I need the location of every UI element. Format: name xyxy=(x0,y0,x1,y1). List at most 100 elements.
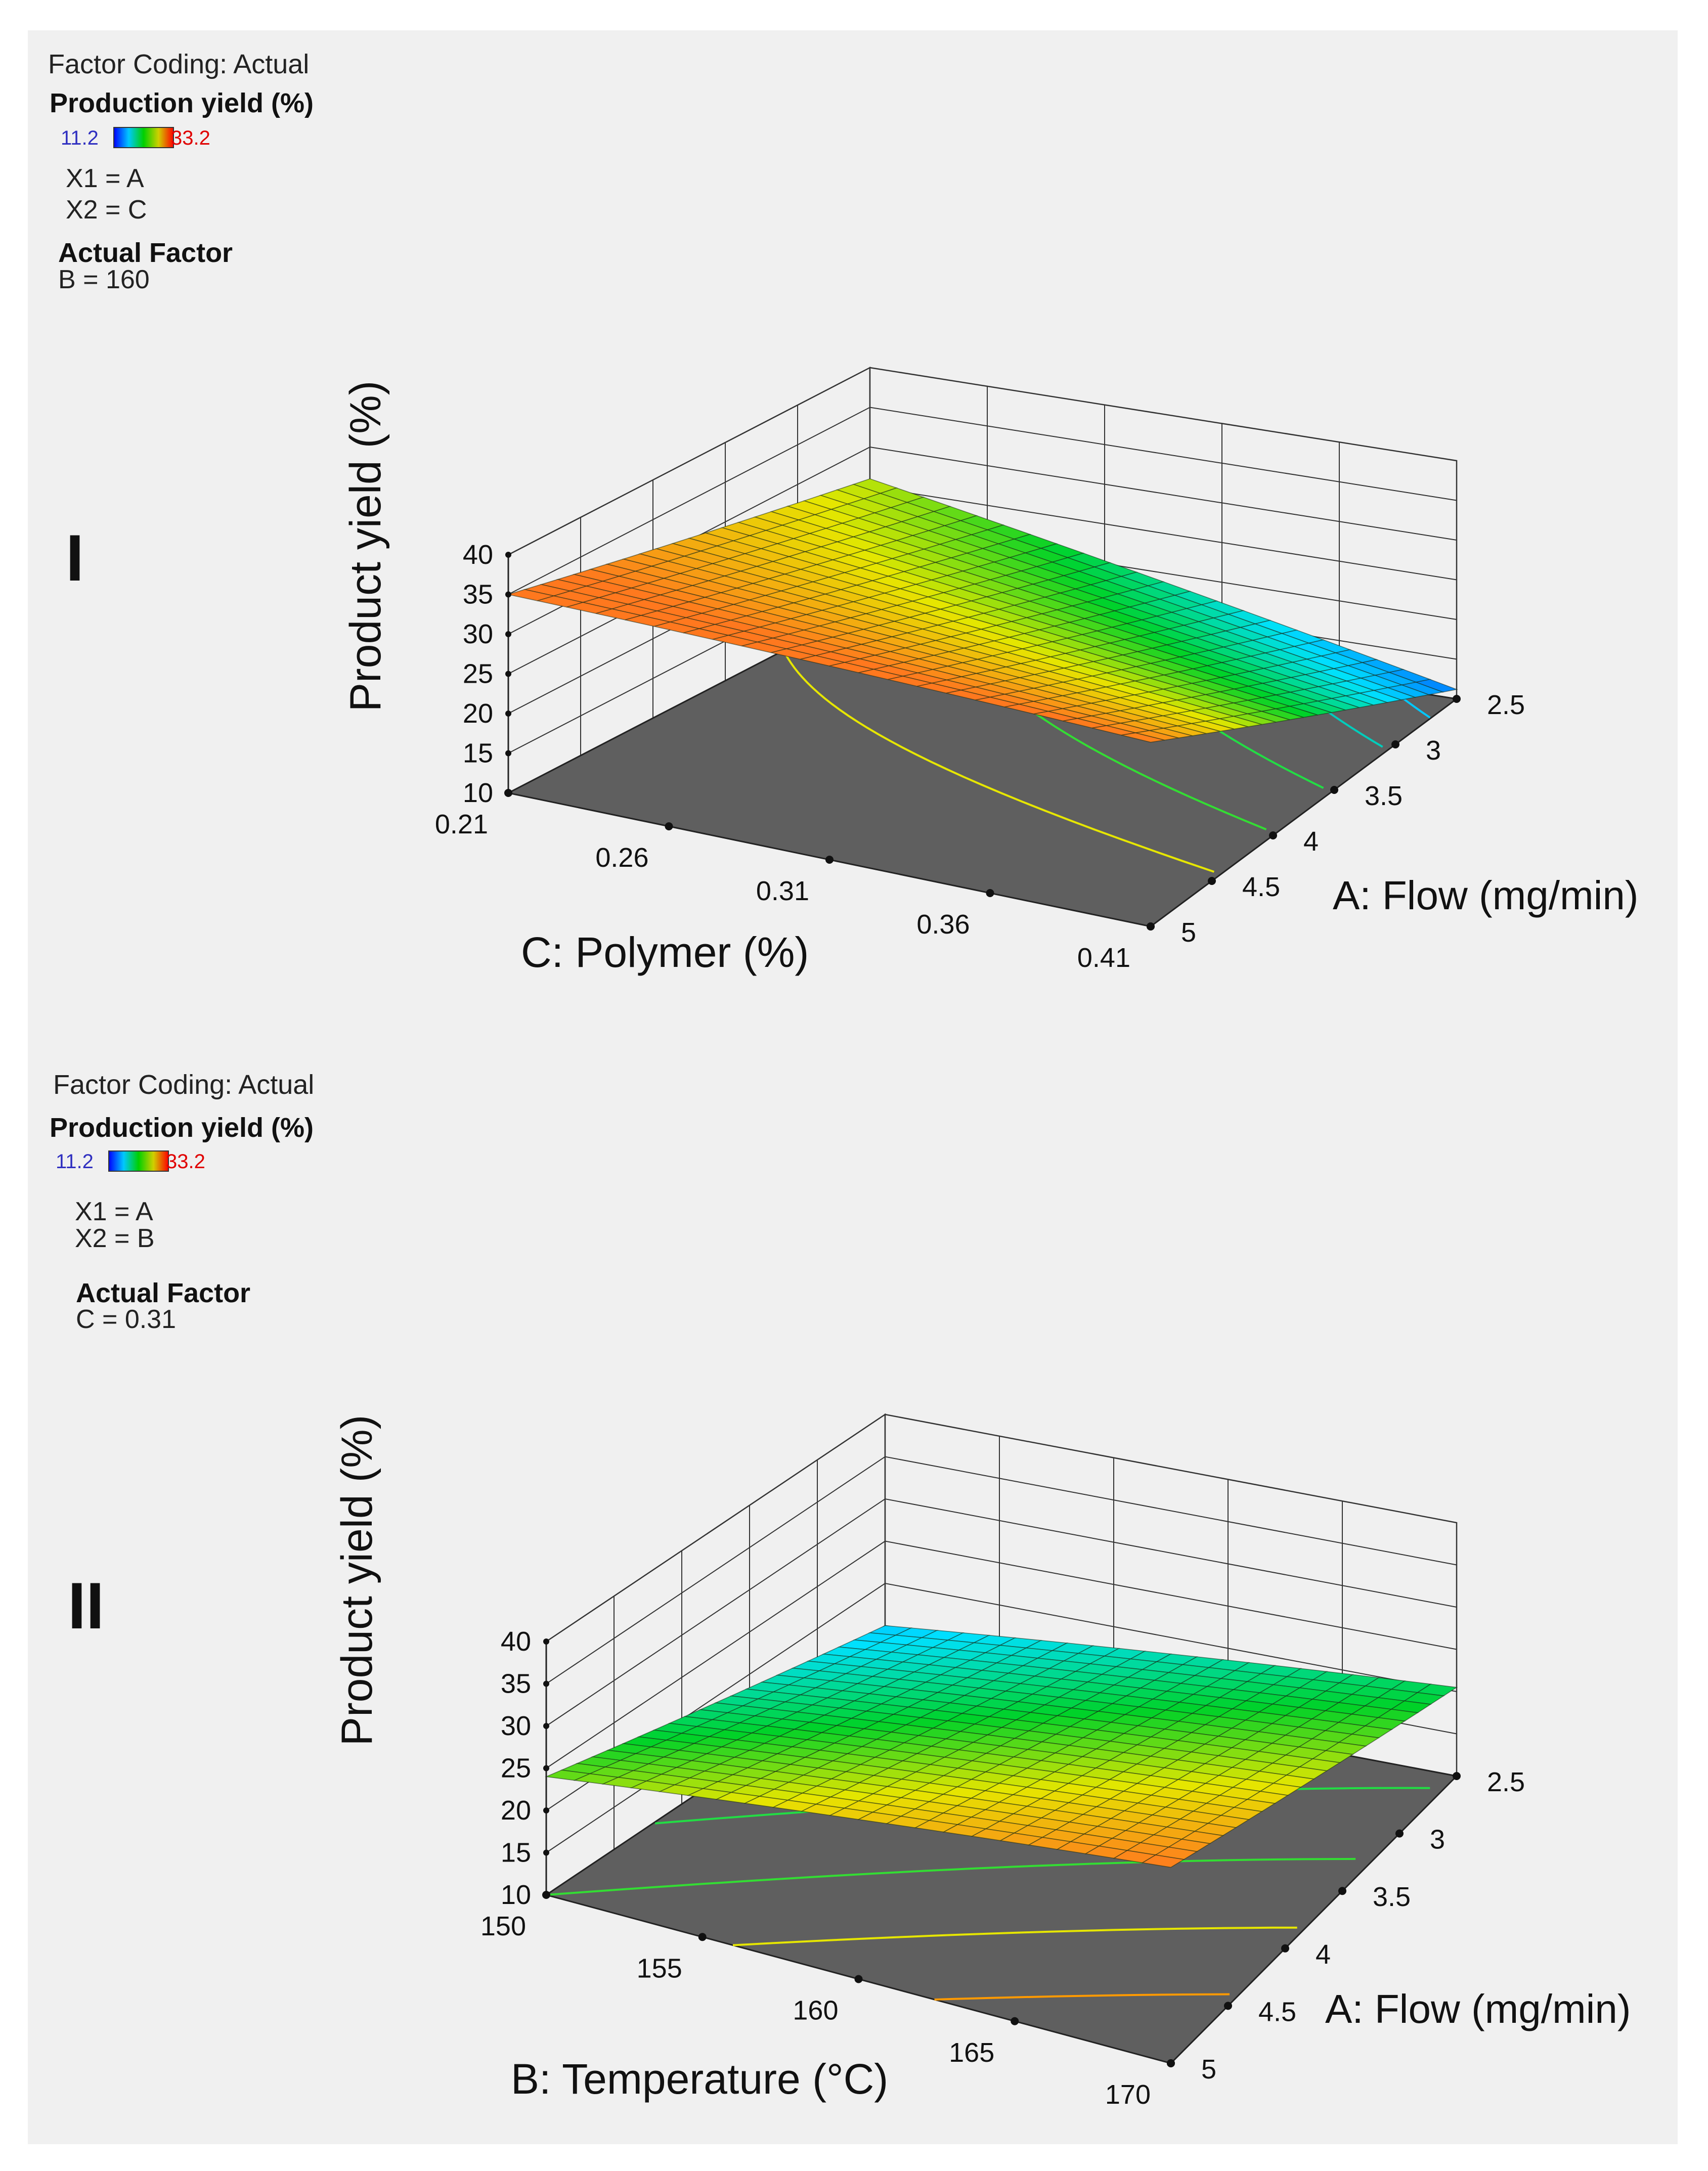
z-axis-label: Product yield (%) xyxy=(333,1415,381,1746)
x-tick-label: 0.21 xyxy=(435,809,488,839)
panel-2-surface xyxy=(544,1625,1458,1868)
z-tick-mark xyxy=(505,552,511,558)
z-axis-label: Product yield (%) xyxy=(341,381,390,712)
x1-definition: X1 = A xyxy=(66,164,144,193)
y-axis-label: A: Flow (mg/min) xyxy=(1325,1986,1631,2031)
panel-1: Factor Coding: Actual Production yield (… xyxy=(48,49,1639,976)
z-tick-label: 25 xyxy=(463,659,493,689)
x2-definition: X2 = C xyxy=(66,195,147,225)
z-tick-label: 40 xyxy=(501,1626,531,1657)
panel-2-ticks: 10 15 20 25 30 35 40 150 155 160 165 170 2.5 3 3.5 4 4.5… xyxy=(480,1626,1525,2110)
surface-cell xyxy=(1141,1854,1185,1868)
x-tick-label: 0.36 xyxy=(916,909,970,940)
z-tick-mark xyxy=(543,1723,549,1729)
contour-line xyxy=(732,1926,1297,1946)
colorbar xyxy=(108,1150,169,1172)
response-title: Production yield (%) xyxy=(50,88,314,118)
panel-1-surface xyxy=(506,478,1458,743)
x-tick-mark xyxy=(825,856,834,864)
actual-factor-title: Actual Factor xyxy=(76,1278,250,1308)
z-tick-label: 20 xyxy=(501,1795,531,1826)
y-tick-mark xyxy=(1224,2002,1232,2010)
y-tick-mark xyxy=(1269,831,1277,839)
panel-1-ticks: 10 15 20 25 30 35 40 0.21 0.26 0.31 0.36 0.41 2.5 3 3.… xyxy=(435,540,1525,973)
y-tick-mark xyxy=(1330,786,1338,794)
x-tick-label: 150 xyxy=(480,1911,526,1941)
z-tick-label: 30 xyxy=(463,619,493,649)
x-tick-mark xyxy=(1011,2017,1019,2025)
y-tick-mark xyxy=(1391,740,1399,748)
x2-definition: X2 = B xyxy=(75,1224,155,1253)
x-tick-label: 0.31 xyxy=(756,876,809,906)
z-tick-label: 15 xyxy=(463,738,493,769)
contour-line xyxy=(784,653,1215,873)
z-tick-label: 10 xyxy=(463,778,493,808)
y-tick-mark xyxy=(1453,1772,1461,1780)
response-title: Production yield (%) xyxy=(50,1113,314,1143)
colorbar-max-label: 33.2 xyxy=(171,127,210,149)
y-tick-label: 3.5 xyxy=(1373,1882,1411,1912)
z-tick-mark xyxy=(543,1849,549,1856)
y-tick-mark xyxy=(1208,877,1216,885)
x-tick-label: 0.41 xyxy=(1077,943,1130,973)
factor-coding-label: Factor Coding: Actual xyxy=(53,1070,314,1100)
x-tick-mark xyxy=(504,789,512,797)
actual-factor-value: C = 0.31 xyxy=(76,1305,176,1334)
panel-2-legend: Factor Coding: Actual Production yield (… xyxy=(50,1070,314,1334)
y-axis-label: A: Flow (mg/min) xyxy=(1333,873,1639,918)
x-tick-label: 165 xyxy=(949,2037,994,2068)
colorbar-min-label: 11.2 xyxy=(61,127,99,149)
z-tick-mark xyxy=(505,750,511,757)
y-tick-label: 4.5 xyxy=(1258,1997,1296,2027)
z-tick-label: 35 xyxy=(501,1669,531,1699)
y-tick-label: 2.5 xyxy=(1487,1767,1525,1797)
x-tick-label: 170 xyxy=(1105,2079,1151,2110)
z-tick-label: 20 xyxy=(463,698,493,729)
x-tick-mark xyxy=(665,822,673,830)
y-tick-mark xyxy=(1281,1944,1289,1953)
x-tick-mark xyxy=(542,1891,550,1899)
x-tick-label: 160 xyxy=(793,1996,838,2026)
z-tick-label: 40 xyxy=(463,540,493,570)
y-tick-label: 4 xyxy=(1316,1939,1331,1970)
contour-line xyxy=(546,1857,1356,1896)
y-tick-label: 3.5 xyxy=(1365,781,1403,811)
y-tick-mark xyxy=(1395,1829,1404,1838)
z-tick-label: 30 xyxy=(501,1711,531,1741)
contour-line xyxy=(934,1993,1230,2001)
y-tick-label: 4 xyxy=(1303,826,1319,857)
y-tick-label: 5 xyxy=(1201,2054,1216,2085)
x-tick-mark xyxy=(854,1975,863,1983)
y-tick-label: 3 xyxy=(1426,735,1441,766)
z-tick-mark xyxy=(505,711,511,717)
x-tick-mark xyxy=(986,889,994,897)
x-tick-label: 155 xyxy=(637,1953,682,1983)
x1-definition: X1 = A xyxy=(75,1197,153,1226)
z-tick-mark xyxy=(505,631,511,637)
colorbar-max-label: 33.2 xyxy=(166,1150,205,1173)
y-tick-mark xyxy=(1453,695,1461,703)
x-tick-label: 0.26 xyxy=(595,843,648,873)
z-tick-mark xyxy=(543,1638,549,1645)
y-tick-label: 3 xyxy=(1430,1825,1445,1855)
panel-label: I xyxy=(66,521,84,595)
z-tick-label: 10 xyxy=(501,1880,531,1910)
colorbar-min-label: 11.2 xyxy=(56,1150,94,1173)
y-tick-label: 2.5 xyxy=(1487,690,1525,720)
panel-2: Factor Coding: Actual Production yield (… xyxy=(50,1070,1631,2110)
y-tick-mark xyxy=(1338,1887,1346,1895)
x-tick-mark xyxy=(698,1933,707,1941)
y-tick-label: 4.5 xyxy=(1242,872,1280,902)
panel-label: II xyxy=(68,1569,104,1643)
y-tick-mark xyxy=(1147,922,1155,931)
factor-coding-label: Factor Coding: Actual xyxy=(48,49,309,79)
z-tick-label: 25 xyxy=(501,1753,531,1784)
z-tick-mark xyxy=(543,1765,549,1771)
x-axis-label: C: Polymer (%) xyxy=(521,928,809,976)
surface-cell xyxy=(1121,732,1165,743)
panel-1-legend: Factor Coding: Actual Production yield (… xyxy=(48,49,314,294)
z-tick-mark xyxy=(543,1680,549,1687)
z-tick-label: 15 xyxy=(501,1838,531,1868)
z-tick-mark xyxy=(505,591,511,598)
y-tick-label: 5 xyxy=(1181,917,1196,948)
